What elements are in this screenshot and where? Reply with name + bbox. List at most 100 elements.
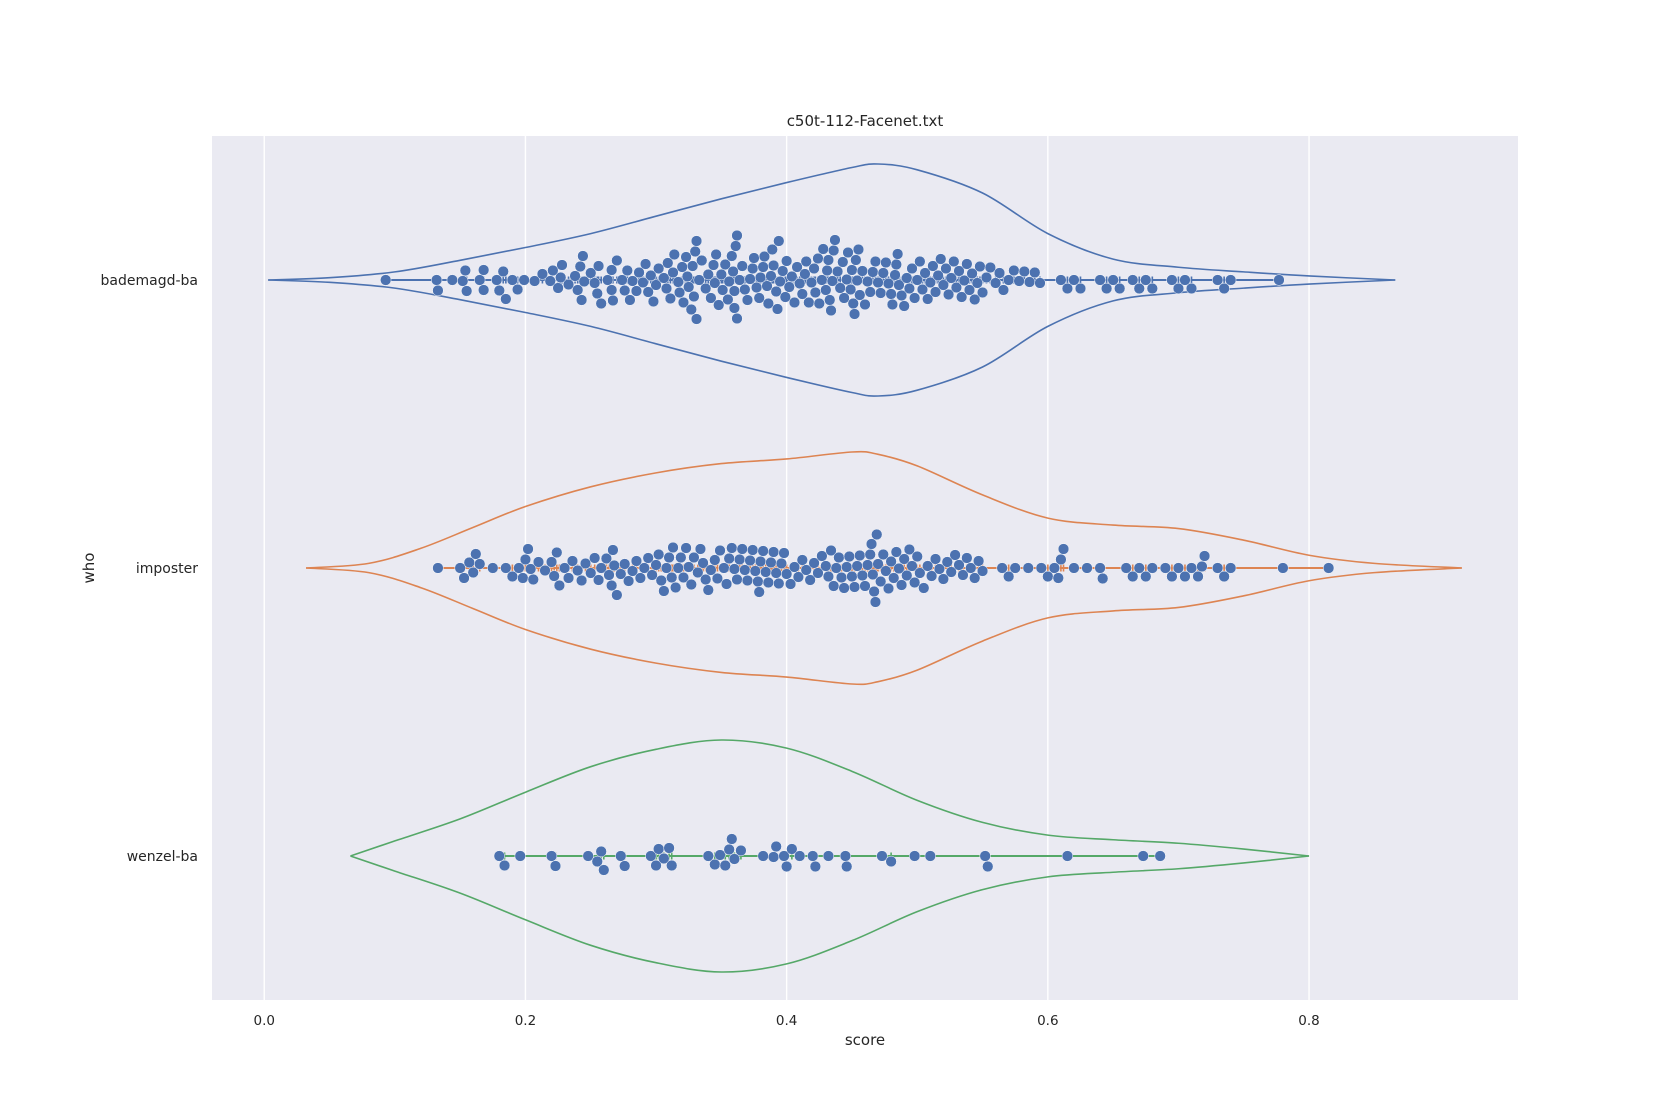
data-point [877, 267, 889, 279]
data-point [805, 276, 818, 289]
data-point [572, 564, 584, 577]
data-point [739, 564, 751, 576]
data-point [506, 274, 519, 286]
data-point [784, 578, 797, 590]
data-point [861, 275, 874, 288]
data-point [1003, 570, 1015, 583]
data-point [898, 553, 910, 565]
data-point [1133, 562, 1145, 574]
data-point [514, 850, 526, 862]
data-point [825, 304, 837, 317]
swarm-points [380, 229, 1335, 876]
data-point [715, 268, 727, 281]
data-point [885, 555, 897, 568]
violin-outline-bottom [350, 855, 1310, 973]
data-point [681, 270, 694, 283]
data-point [890, 258, 902, 271]
data-point [924, 276, 936, 289]
data-point [808, 557, 820, 569]
data-point [518, 274, 530, 286]
data-point [816, 550, 828, 562]
data-point [683, 281, 695, 293]
data-point [500, 293, 512, 305]
data-point [817, 243, 829, 255]
data-point [527, 573, 539, 586]
data-point [1008, 264, 1020, 277]
data-point [1074, 282, 1087, 295]
data-point [700, 573, 712, 586]
data-point [825, 544, 837, 557]
data-point [572, 284, 584, 296]
data-point [980, 271, 993, 284]
data-point [779, 291, 791, 303]
data-point [545, 556, 558, 568]
data-point [908, 850, 921, 862]
data-point [924, 850, 936, 862]
data-point [1273, 274, 1285, 286]
data-point [1034, 277, 1046, 289]
data-point [544, 275, 556, 287]
data-point [780, 255, 793, 267]
data-point [675, 551, 687, 564]
data-point [890, 546, 902, 558]
data-point [558, 562, 571, 574]
data-point [941, 556, 953, 568]
data-point [937, 279, 950, 291]
data-point [736, 543, 748, 555]
data-point [519, 553, 532, 566]
data-point [865, 538, 878, 550]
data-point [1013, 275, 1025, 287]
data-point [709, 858, 721, 871]
x-axis-label: score [845, 1031, 885, 1049]
data-point [667, 541, 679, 554]
data-point [562, 278, 575, 291]
data-point [497, 265, 509, 278]
data-point [758, 250, 771, 263]
data-point [940, 262, 952, 275]
data-point [783, 281, 795, 293]
data-point [686, 260, 699, 272]
data-point [731, 573, 743, 586]
data-point [552, 282, 564, 294]
data-point [1146, 282, 1158, 295]
data-point [600, 552, 613, 565]
data-point [1166, 274, 1178, 286]
data-point [645, 850, 657, 862]
data-point [916, 283, 929, 296]
data-point [669, 581, 682, 594]
data-point [432, 562, 444, 574]
data-point [969, 293, 981, 306]
data-point [556, 259, 568, 271]
data-point [918, 582, 930, 594]
data-point [979, 850, 991, 862]
data-point [925, 570, 938, 582]
data-point [803, 296, 815, 309]
data-point [856, 569, 869, 582]
data-point [786, 843, 798, 855]
data-point [774, 275, 786, 288]
data-point [932, 269, 944, 282]
data-point [869, 596, 882, 608]
data-point [786, 270, 798, 283]
data-point [892, 248, 904, 260]
data-point [677, 571, 690, 584]
data-point [668, 248, 680, 261]
data-point [1048, 562, 1061, 574]
data-point [864, 286, 876, 298]
data-point [709, 554, 721, 566]
data-point [487, 562, 499, 574]
data-point [761, 280, 773, 292]
data-point [478, 264, 490, 276]
data-point [615, 568, 627, 580]
data-point [536, 268, 549, 280]
data-point [885, 855, 897, 868]
data-point [778, 547, 790, 559]
data-point [945, 566, 957, 578]
data-point [953, 265, 965, 277]
data-point [753, 292, 765, 304]
data-point [602, 274, 614, 286]
data-point [872, 558, 884, 570]
data-point [822, 850, 835, 862]
violin-outline-top [305, 450, 1462, 569]
data-point [837, 256, 849, 268]
